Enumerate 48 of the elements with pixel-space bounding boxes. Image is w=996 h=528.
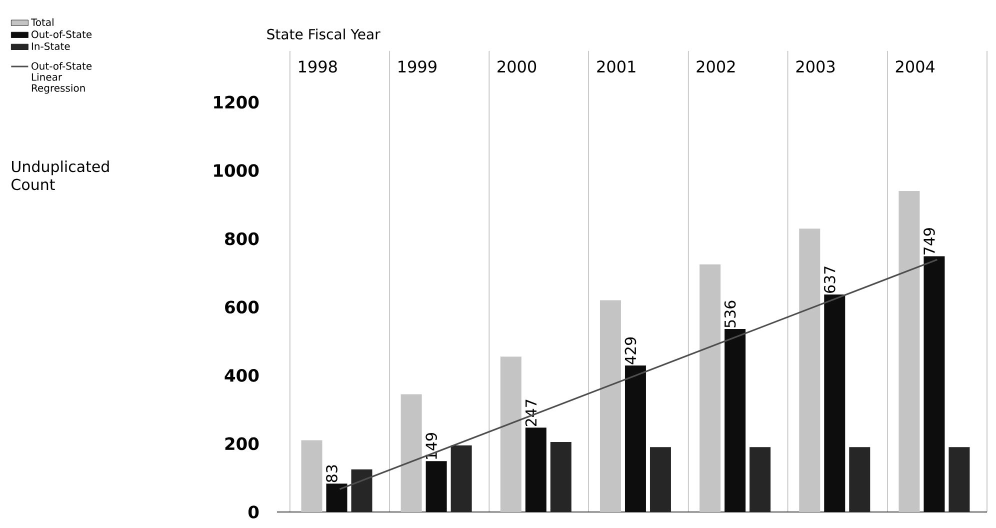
data-label: 429	[624, 337, 636, 364]
bar	[700, 264, 721, 512]
bar	[450, 445, 472, 512]
legend-label: In-State	[32, 42, 70, 50]
bar	[426, 461, 447, 512]
data-label: 536	[724, 300, 736, 328]
y-tick-label: 0	[248, 506, 259, 518]
x-tick-label: 2000	[498, 60, 536, 73]
x-tick-label: 2003	[796, 60, 835, 73]
bar	[600, 300, 621, 512]
bar	[301, 440, 322, 512]
bar	[500, 356, 522, 512]
bar	[400, 394, 422, 512]
data-label: 247	[525, 400, 536, 426]
x-axis-title: State Fiscal Year	[267, 28, 380, 40]
x-tick-label: 2002	[696, 60, 735, 73]
bar	[351, 469, 372, 512]
bar	[550, 442, 572, 512]
x-tick-label: 1999	[398, 60, 436, 73]
bar	[326, 484, 348, 512]
x-tick-label: 2001	[597, 60, 636, 73]
x-tick-label: 1998	[299, 60, 337, 73]
y-tick-label: 800	[225, 232, 259, 246]
y-tick-label: 1000	[214, 164, 259, 177]
y-tick-label: 400	[224, 368, 259, 382]
bar	[525, 428, 546, 512]
data-label: 637	[824, 266, 836, 293]
bar	[624, 366, 646, 512]
legend-label: Total	[30, 18, 54, 26]
bar	[650, 447, 671, 512]
legend-label: Out-of-State Linear Regression	[32, 62, 92, 94]
bar	[750, 447, 771, 512]
data-label: 83	[326, 465, 338, 482]
bar	[799, 228, 820, 512]
data-label: 149	[426, 433, 437, 459]
y-tick-label: 1200	[214, 96, 259, 109]
bar	[849, 447, 870, 512]
bar	[898, 191, 920, 512]
x-tick-label: 2004	[896, 60, 935, 73]
y-tick-label: 600	[225, 300, 259, 314]
data-label: 749	[924, 228, 935, 254]
bar	[924, 256, 945, 512]
bar	[948, 447, 970, 512]
bar	[724, 328, 746, 512]
y-tick-label: 200	[225, 437, 259, 450]
text: Unduplicated Count	[12, 160, 109, 190]
bar	[824, 294, 846, 512]
legend-label: Out-of-State	[32, 30, 92, 38]
